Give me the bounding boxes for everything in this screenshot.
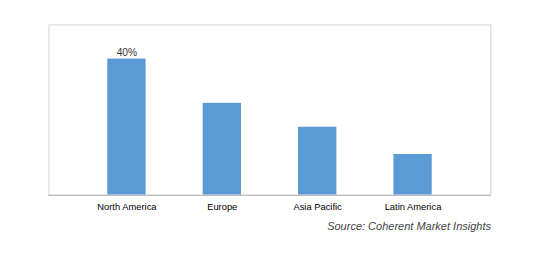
- svg-text:North America: North America: [97, 202, 157, 212]
- svg-text:Latin America: Latin America: [385, 202, 442, 212]
- svg-text:Europe: Europe: [207, 202, 237, 212]
- html-text:Source: Coherent Market Insigh: Source: Coherent Market Insights: [327, 220, 491, 233]
- svg-text:40%: 40%: [117, 47, 137, 58]
- svg-text:Asia Pacific: Asia Pacific: [293, 202, 342, 212]
